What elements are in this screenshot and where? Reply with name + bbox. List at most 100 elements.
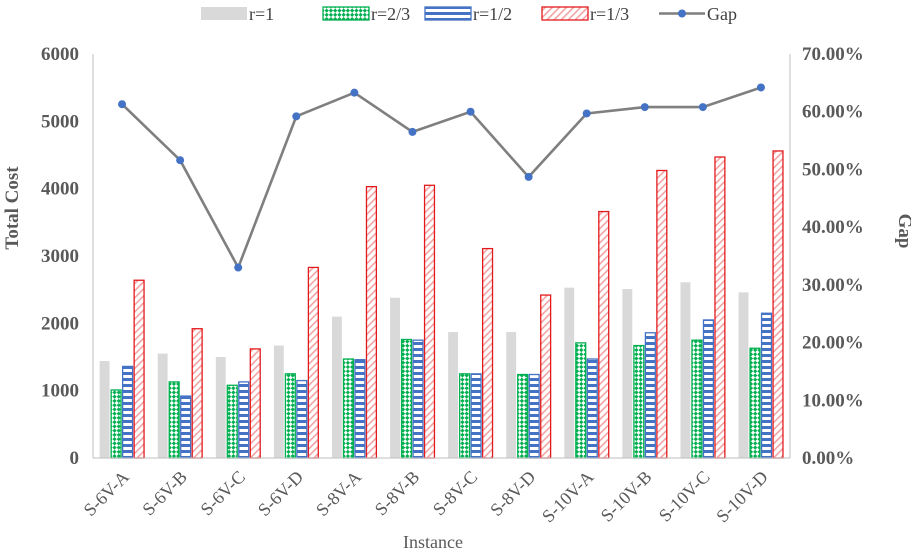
gap-point-S-10V-B (640, 103, 649, 112)
legend-label: r=1/3 (590, 4, 629, 24)
x-tick-label: S-10V-B (597, 467, 656, 526)
bar-r13-S-6V-C (249, 348, 261, 459)
bar-r23-S-8V-B (400, 338, 413, 459)
bar-r13-S-6V-D (307, 266, 319, 459)
bar-r23-S-10V-A (575, 342, 587, 459)
y2-tick-label: 10.00% (802, 390, 864, 411)
bar-r1-S-8V-D (506, 332, 517, 458)
y2-tick-label: 70.00% (802, 44, 864, 65)
bar-r13-S-8V-C (481, 247, 494, 459)
bar-r12-S-6V-D (296, 379, 308, 459)
bar-r12-S-6V-C (238, 381, 250, 459)
bar-r12-S-10V-B (644, 332, 656, 459)
x-tick-label: S-10V-D (712, 467, 772, 527)
legend-swatch-gap-marker (678, 9, 686, 18)
bar-r12-S-6V-A (121, 365, 134, 459)
gap-point-S-10V-A (582, 109, 591, 118)
y-tick-label: 2000 (41, 313, 79, 334)
y-tick-label: 6000 (41, 44, 79, 65)
bar-r12-S-10V-C (702, 319, 715, 459)
bar-r1-S-8V-C (448, 332, 459, 458)
x-tick-label: S-8V-C (429, 467, 482, 520)
y-axis-title: Total Cost (2, 166, 23, 250)
bar-r1-S-8V-A (331, 316, 342, 458)
bar-r13-S-10V-B (656, 169, 668, 459)
bar-r23-S-8V-A (342, 358, 355, 459)
legend-swatch-r23 (322, 6, 370, 21)
bar-r13-S-10V-A (598, 210, 610, 459)
y2-axis-title: Gap (894, 214, 911, 249)
gap-point-S-6V-D (292, 112, 301, 121)
gap-point-S-6V-A (118, 100, 127, 109)
legend-label: r=2/3 (371, 4, 410, 24)
bar-r1-S-6V-D (273, 345, 284, 458)
y-tick-label: 1000 (41, 381, 79, 402)
bar-r13-S-8V-A (365, 185, 378, 459)
gap-line-layer (118, 83, 765, 272)
bar-r13-S-10V-C (714, 156, 726, 459)
legend-label: r=1 (249, 4, 274, 24)
bar-r1-S-10V-C (680, 282, 691, 458)
gap-point-S-8V-C (466, 107, 475, 116)
bar-r23-S-6V-A (110, 389, 122, 459)
legend: r=1 r=2/3 r=1/2 r=1/3 Gap (201, 4, 737, 24)
x-tick-label: S-6V-D (254, 467, 307, 520)
bar-r12-S-8V-C (470, 373, 482, 459)
bar-r13-S-6V-B (191, 328, 203, 459)
bar-r13-S-8V-B (423, 184, 436, 459)
x-axis-title: Instance (403, 532, 463, 552)
bar-r13-S-10V-D (772, 150, 784, 459)
y2-tick-label: 40.00% (802, 217, 864, 238)
bar-r1-S-8V-B (390, 297, 400, 458)
x-tick-label: S-6V-A (80, 467, 133, 520)
bar-r12-S-8V-D (528, 373, 540, 459)
bar-r12-S-10V-A (586, 358, 598, 459)
bar-r23-S-8V-C (458, 373, 471, 459)
y2-tick-label: 20.00% (802, 333, 864, 354)
y-tick-label: 4000 (41, 179, 79, 200)
gap-point-S-10V-D (756, 83, 765, 92)
gap-point-S-8V-D (524, 172, 533, 181)
bar-r1-S-10V-A (564, 287, 575, 458)
y2-tick-label: 50.00% (802, 159, 864, 180)
legend-label: r=1/2 (473, 4, 512, 24)
x-tick-label: S-10V-A (538, 467, 598, 527)
gap-series-line (121, 86, 762, 271)
bar-r1-S-6V-B (157, 353, 168, 458)
gap-point-S-8V-A (350, 88, 359, 97)
gap-point-S-10V-C (698, 103, 707, 112)
bar-r1-S-6V-C (215, 357, 226, 458)
x-tick-label: S-8V-B (371, 467, 424, 520)
legend-swatch-r13 (541, 6, 589, 21)
bar-r12-S-6V-B (180, 395, 192, 459)
y2-tick-label: 0.00% (802, 448, 854, 469)
legend-swatch-r12 (424, 6, 472, 21)
y-tick-label: 5000 (41, 111, 79, 132)
x-tick-label: S-6V-B (138, 467, 191, 520)
y-tick-label: 3000 (41, 246, 79, 267)
bars-layer (99, 150, 784, 459)
y2-tick-label: 60.00% (802, 102, 864, 123)
legend-label: Gap (707, 4, 737, 24)
bar-r23-S-10V-C (691, 339, 703, 459)
bar-r23-S-6V-B (168, 381, 180, 459)
bar-r23-S-8V-D (517, 373, 529, 459)
bar-r1-S-10V-D (738, 292, 749, 458)
bar-r23-S-10V-B (633, 344, 645, 459)
bar-r12-S-8V-A (354, 359, 366, 459)
bar-r23-S-6V-C (226, 384, 238, 459)
x-tick-label: S-8V-D (486, 467, 539, 520)
legend-swatch-r1 (201, 7, 247, 20)
x-tick-label: S-6V-C (196, 467, 249, 520)
bar-r12-S-8V-B (412, 339, 424, 459)
bar-r1-S-6V-A (99, 361, 110, 458)
gap-point-S-8V-B (408, 127, 417, 136)
gap-point-S-6V-B (176, 156, 185, 165)
bar-r12-S-10V-D (760, 312, 773, 459)
x-tick-label: S-8V-A (312, 467, 365, 520)
bar-r13-S-6V-A (133, 279, 145, 459)
bar-r23-S-6V-D (284, 373, 296, 459)
gap-point-S-6V-C (234, 263, 243, 272)
